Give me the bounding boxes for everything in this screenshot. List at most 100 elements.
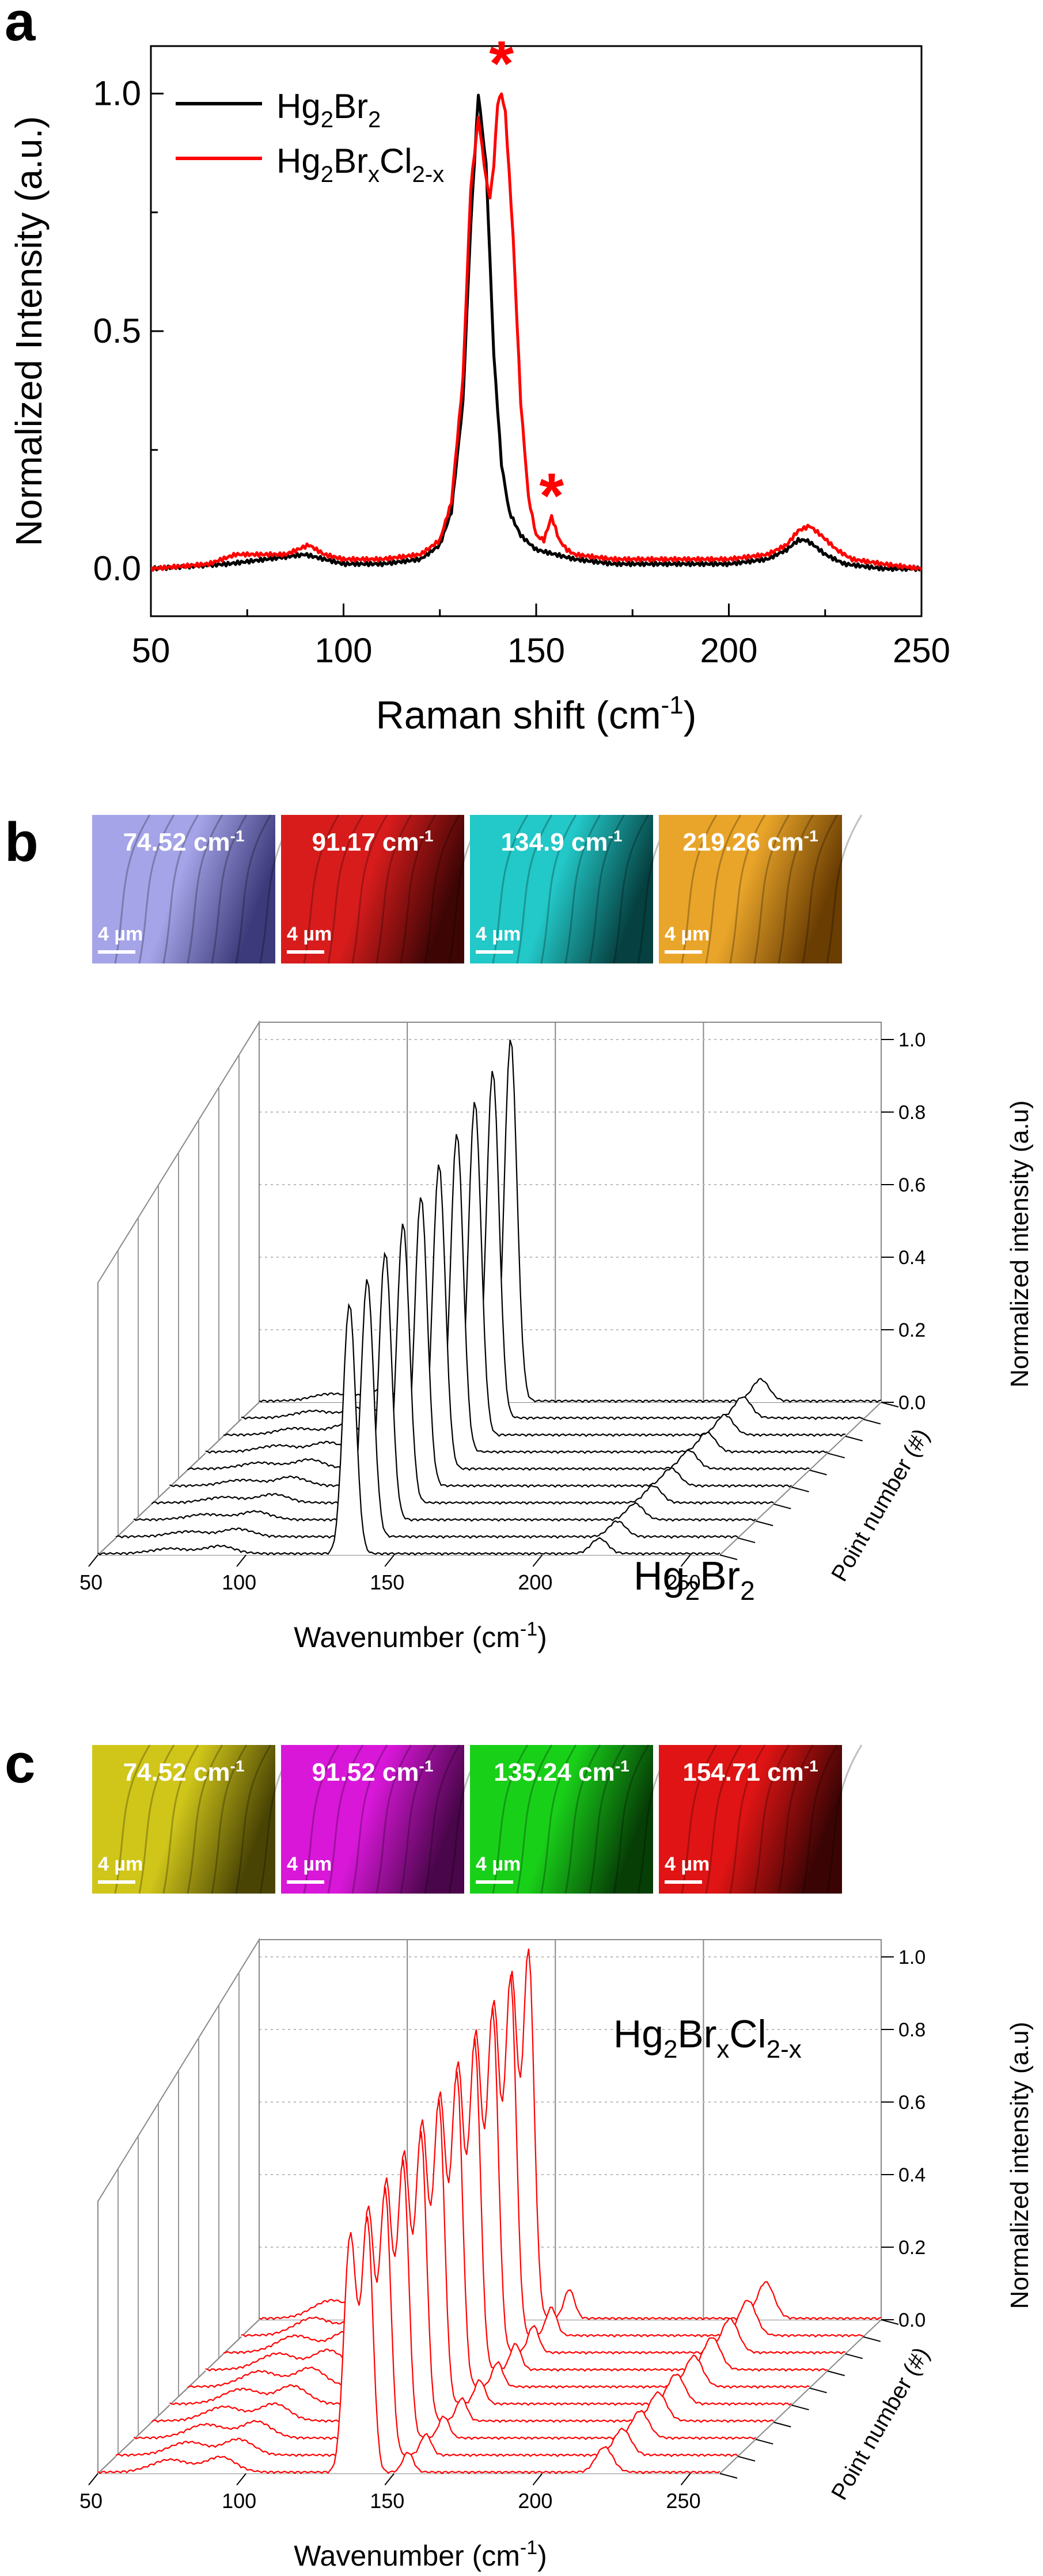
series-line-0 xyxy=(151,93,921,572)
map-texture-streak xyxy=(681,814,718,964)
map-texture-streak xyxy=(351,1744,388,1894)
x-tick-mark xyxy=(88,1554,98,1567)
scale-bar-label: 4 µm xyxy=(476,1853,521,1875)
x-axis-label-c: Wavenumber (cm-1) xyxy=(294,2537,547,2572)
raman-map-image xyxy=(281,815,464,963)
map-texture-streak xyxy=(516,1744,553,1894)
y-tick-label: 0.4 xyxy=(898,1247,926,1269)
map-caption: 91.17 cm-1 xyxy=(312,827,434,856)
x-tick-label: 150 xyxy=(507,631,565,670)
spectrum-trace xyxy=(115,1279,738,1539)
map-caption-sup: -1 xyxy=(608,827,623,845)
map-texture-streak xyxy=(424,1744,461,1894)
x-tick-mark xyxy=(532,2473,543,2486)
waterfall-traces-c xyxy=(97,1948,882,2475)
y-tick-label: 1.0 xyxy=(93,74,141,113)
z-tick-mark xyxy=(881,1402,899,1407)
map-texture-streak xyxy=(613,1744,650,1894)
map-caption-sup: -1 xyxy=(419,1757,434,1775)
z-tick-mark xyxy=(845,2353,863,2359)
z-axis-label-b: Point number (#) xyxy=(826,1424,934,1585)
scale-bar-label: 4 µm xyxy=(665,923,710,945)
raman-map-image xyxy=(281,1745,464,1894)
x-axis-label-a: Raman shift (cm-1) xyxy=(376,691,697,737)
map-caption: 74.52 cm-1 xyxy=(123,827,245,856)
map-texture-streak xyxy=(826,814,863,964)
y-tick-label: 0.0 xyxy=(93,549,141,588)
z-tick-mark xyxy=(755,1520,773,1527)
spectrum-trace xyxy=(169,2099,792,2406)
z-tick-mark xyxy=(791,2404,809,2411)
map-texture-streak xyxy=(400,814,437,964)
map-texture-streak xyxy=(777,814,814,964)
series-lines-a xyxy=(151,92,921,572)
x-tick-label: 250 xyxy=(666,1570,701,1594)
map-caption-text: 91.17 cm xyxy=(312,828,419,856)
map-texture-streak xyxy=(211,1744,248,1894)
map-caption-text: 91.52 cm xyxy=(312,1758,419,1786)
panel-label-c: c xyxy=(5,1733,35,1795)
z-tick-mark xyxy=(737,2456,756,2462)
map-caption-sup: -1 xyxy=(419,827,434,845)
x-axis-label-b: Wavenumber (cm-1) xyxy=(294,1618,547,1653)
x-tick-label: 100 xyxy=(222,1570,256,1594)
map-texture-streak xyxy=(826,1744,863,1894)
legend-label-hg2br2: Hg2Br2 xyxy=(276,87,381,132)
x-tick-mark xyxy=(236,1554,246,1567)
map-texture-streak xyxy=(492,1744,529,1894)
map-caption-text: 219.26 cm xyxy=(682,828,803,856)
x-tick-mark xyxy=(384,1554,395,1567)
map-caption: 74.52 cm-1 xyxy=(123,1757,245,1786)
map-texture-streak xyxy=(681,1744,718,1894)
x-tick-label: 150 xyxy=(370,2489,404,2513)
map-texture-streak xyxy=(187,814,223,964)
panel-label-a: a xyxy=(5,0,36,52)
map-texture-streak xyxy=(424,814,461,964)
raman-map-image xyxy=(470,1745,653,1894)
y-tick-label: 0.2 xyxy=(898,2237,926,2259)
map-caption: 134.9 cm-1 xyxy=(501,827,623,856)
y-tick-label: 0.0 xyxy=(898,1392,926,1414)
z-tick-mark xyxy=(773,1503,791,1509)
x-tick-label: 200 xyxy=(518,1570,552,1594)
z-tick-mark xyxy=(719,1554,738,1560)
x-tick-label: 100 xyxy=(314,631,372,670)
spectrum-trace xyxy=(169,1197,792,1488)
z-tick-mark xyxy=(809,1469,827,1475)
panel-label-b: b xyxy=(5,811,39,873)
spectrum-trace xyxy=(97,2216,720,2475)
z-tick-mark xyxy=(881,2319,899,2325)
y-tick-label: 0.5 xyxy=(93,312,141,350)
y-tick-label: 0.6 xyxy=(898,2092,926,2114)
map-texture-streak xyxy=(235,1744,272,1894)
map-caption-sup: -1 xyxy=(230,827,245,845)
map-texture-streak xyxy=(138,1744,175,1894)
legend-label-hg2brxcl2-x: Hg2BrxCl2-x xyxy=(276,142,444,187)
spectrum-trace xyxy=(115,2187,738,2457)
z-axis-label-c: Point number (#) xyxy=(826,2343,934,2504)
z-tick-mark xyxy=(845,1435,863,1441)
raman-map-image xyxy=(470,815,653,963)
x-tick-mark xyxy=(236,2473,246,2486)
map-texture-streak xyxy=(802,1744,839,1894)
spectrum-trace xyxy=(205,2038,828,2372)
map-caption: 91.52 cm-1 xyxy=(312,1757,434,1786)
map-texture-streak xyxy=(114,814,151,964)
y-tick-label: 1.0 xyxy=(898,1947,926,1968)
peak-asterisk: * xyxy=(489,28,514,99)
z-tick-mark xyxy=(809,2387,827,2393)
spectrum-trace xyxy=(133,2159,756,2441)
map-texture-streak xyxy=(162,1744,199,1894)
trace-fill xyxy=(223,1102,845,1436)
z-tick-mark xyxy=(755,2438,773,2445)
y-axis-label-b: Normalized intensity (a.u) xyxy=(1006,1101,1034,1388)
map-texture-streak xyxy=(376,814,412,964)
map-texture-streak xyxy=(729,814,766,964)
x-tick-label: 200 xyxy=(700,631,757,670)
map-caption-text: 135.24 cm xyxy=(494,1758,615,1786)
map-texture-streak xyxy=(303,1744,340,1894)
x-tick-label: 150 xyxy=(370,1570,404,1594)
x-tick-label: 250 xyxy=(666,2489,701,2513)
raman-map-image xyxy=(659,1745,842,1894)
